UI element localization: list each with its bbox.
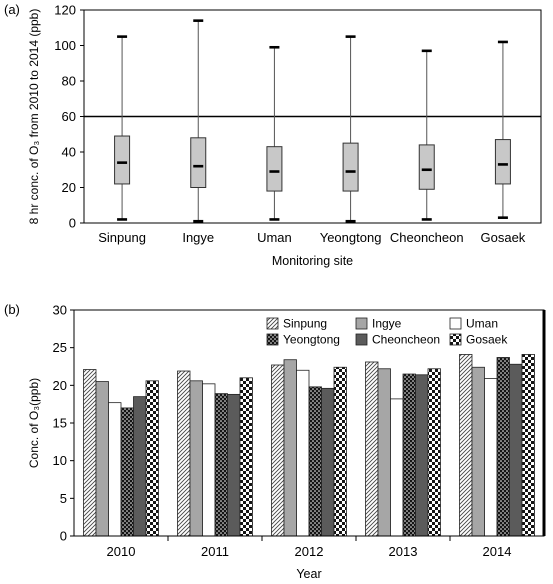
box-iqr: [190, 137, 207, 189]
y-tick-label-b: 5: [60, 491, 67, 506]
x-tick-label-a: Yeongtong: [320, 230, 382, 245]
bar-gosaek-2011: [239, 377, 253, 537]
box-iqr: [266, 146, 283, 192]
bar-ingye-2013: [377, 368, 391, 537]
bar-yeongtong-2011: [214, 393, 228, 537]
x-ticks-b: 2010 2011 2012 2013 2014: [107, 536, 512, 559]
box-ingye: [190, 19, 207, 223]
legend-swatch-yeongtong: [266, 333, 279, 346]
bars-b: [83, 354, 535, 537]
bar-ingye-2014: [471, 366, 485, 537]
legend-label-ingye: Ingye: [372, 317, 402, 331]
bar-ingye-2010: [95, 381, 109, 537]
bar-sinpung-2012: [271, 364, 285, 537]
x-tick-label-a: Gosaek: [481, 230, 526, 245]
y-tick-label-b: 25: [53, 340, 67, 355]
y-tick-label-b: 15: [53, 416, 67, 431]
box-iqr: [342, 142, 359, 192]
y-axis-label-b: Conc. of O₃(ppb): [27, 378, 41, 468]
bar-yeongtong-2014: [496, 357, 510, 537]
legend-label-cheoncheon: Cheoncheon: [372, 333, 440, 347]
bar-yeongtong-2012: [308, 386, 322, 537]
box-iqr: [418, 144, 435, 190]
y-tick-label-b: 30: [53, 303, 67, 318]
legend-swatch-sinpung: [266, 317, 279, 330]
x-tick-label-b: 2013: [389, 544, 418, 559]
box-iqr: [494, 139, 511, 185]
box-sinpung: [114, 35, 131, 221]
bar-cheoncheon-2012: [321, 387, 335, 537]
legend-label-uman: Uman: [466, 317, 498, 331]
y-tick-label-a: 40: [62, 145, 76, 160]
x-tick-label-a: Uman: [257, 230, 292, 245]
bar-uman-2014: [484, 378, 498, 537]
y-tick-label-b: 20: [53, 378, 67, 393]
y-tick-label-a: 120: [54, 3, 76, 18]
box-yeongtong: [342, 35, 359, 223]
legend-swatch-cheoncheon: [355, 333, 368, 346]
x-tick-label-a: Ingye: [182, 230, 214, 245]
legend-swatch-uman: [449, 317, 462, 330]
bar-cheoncheon-2011: [227, 393, 241, 537]
bar-uman-2010: [108, 402, 122, 537]
legend-swatch-gosaek: [449, 333, 462, 346]
x-tick-label-a: Sinpung: [98, 230, 146, 245]
legend-label-sinpung: Sinpung: [283, 317, 327, 331]
bar-gosaek-2013: [427, 368, 441, 537]
x-axis-label-a: Monitoring site: [272, 254, 353, 268]
panel-label-b: (b): [4, 302, 20, 317]
legend-label-gosaek: Gosaek: [466, 333, 508, 347]
bar-ingye-2011: [189, 380, 203, 537]
y-tick-label-a: 80: [62, 74, 76, 89]
y-tick-label-a: 20: [62, 180, 76, 195]
bar-cheoncheon-2013: [415, 374, 429, 537]
bar-cheoncheon-2010: [133, 396, 147, 537]
legend: Sinpung Ingye Uman Yeongtong Cheoncheon Gosae…: [266, 317, 508, 347]
x-tick-label-b: 2012: [295, 544, 324, 559]
panel-a: (a) 8 hr conc. of O₃ from 2010 to 2014 (…: [4, 2, 542, 268]
y-tick-label-a: 0: [69, 216, 76, 231]
bar-gosaek-2012: [333, 366, 347, 537]
bar-sinpung-2014: [459, 354, 473, 537]
bar-yeongtong-2013: [402, 373, 416, 537]
bar-sinpung-2013: [365, 361, 379, 537]
panel-label-a: (a): [4, 2, 20, 17]
y-ticks-b: 0 5 10 15 20 25 30: [53, 303, 74, 544]
bar-uman-2011: [202, 383, 216, 537]
legend-swatch-ingye: [355, 317, 368, 330]
y-ticks-a: 0 20 40 60 80 100 120: [54, 3, 84, 231]
y-tick-label-b: 0: [60, 529, 67, 544]
bar-ingye-2012: [283, 359, 297, 537]
bar-yeongtong-2010: [120, 407, 134, 537]
box-cheoncheon: [418, 49, 435, 221]
y-tick-label-b: 10: [53, 453, 67, 468]
x-tick-label-b: 2010: [107, 544, 136, 559]
x-tick-label-b: 2011: [201, 544, 229, 559]
legend-label-yeongtong: Yeongtong: [283, 333, 340, 347]
box-gosaek: [494, 40, 511, 219]
y-tick-label-a: 60: [62, 109, 76, 124]
y-tick-label-a: 100: [54, 38, 76, 53]
x-tick-label-a: Cheoncheon: [390, 230, 464, 245]
boxes-a: [114, 19, 511, 223]
y-axis-label-a: 8 hr conc. of O₃ from 2010 to 2014 (ppb): [27, 9, 41, 225]
x-ticks-a: Sinpung Ingye Uman Yeongtong Cheoncheon Gosae…: [98, 230, 526, 245]
box-uman: [266, 45, 283, 221]
bar-sinpung-2010: [83, 369, 97, 537]
bar-gosaek-2010: [145, 380, 159, 537]
bar-sinpung-2011: [177, 370, 191, 537]
bar-gosaek-2014: [521, 354, 535, 537]
bar-cheoncheon-2014: [509, 363, 523, 537]
bar-uman-2013: [390, 398, 404, 537]
bar-uman-2012: [296, 369, 310, 537]
box-iqr: [114, 135, 131, 185]
x-tick-label-b: 2014: [483, 544, 512, 559]
x-axis-label-b: Year: [296, 567, 321, 581]
plot-frame-a: [83, 9, 542, 224]
